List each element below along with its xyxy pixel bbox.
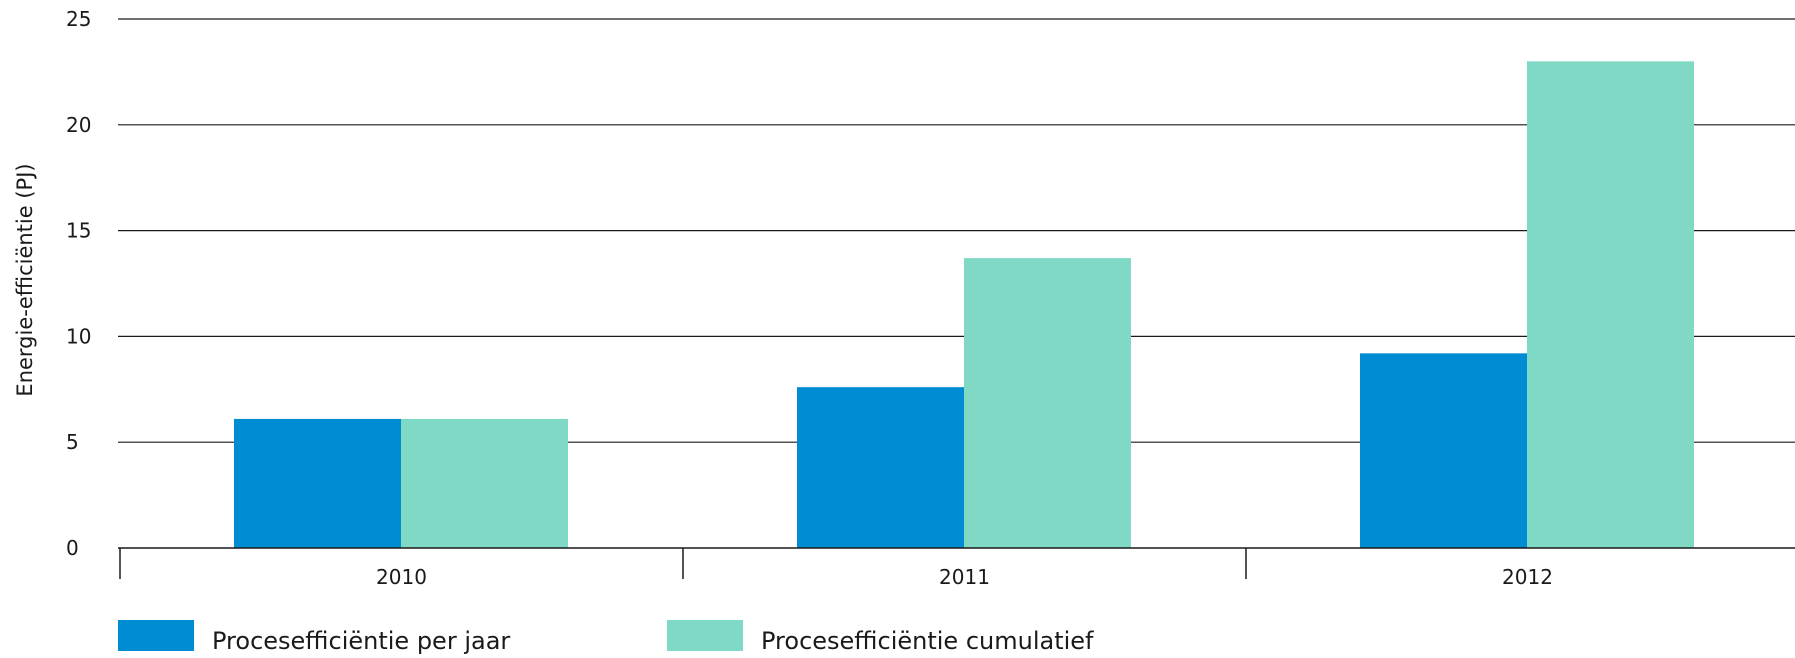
legend-label-series-1: Procesefficiëntie per jaar [212,627,510,654]
y-tick-label: 25 [66,7,91,31]
y-tick-label: 5 [66,430,79,454]
y-tick-label: 20 [66,113,91,137]
bar-2012-series-2 [1527,61,1694,548]
x-tick-label: 2012 [1502,565,1553,589]
x-axis-ticks: 2010 2011 2012 [376,565,1553,589]
bar-2011-series-2 [964,258,1131,548]
legend-label-series-2: Procesefficiëntie cumulatief [761,627,1094,654]
x-axis [118,547,1795,579]
legend-swatch-series-2 [667,620,743,651]
y-tick-label: 10 [66,324,91,348]
y-tick-label: 15 [66,219,91,243]
bar-2011-series-1 [797,387,964,548]
bar-2012-series-1 [1360,353,1527,548]
bars [234,61,1694,548]
bar-2010-series-1 [234,418,401,548]
y-axis-label: Energie-efficiëntie (PJ) [13,163,37,396]
legend-swatch-series-1 [118,620,194,651]
y-tick-label: 0 [66,536,79,560]
x-tick-label: 2010 [376,565,427,589]
bar-2010-series-2 [401,418,568,548]
legend: Procesefficiëntie per jaar Procesefficiën… [118,620,1094,655]
y-axis-ticks: 0 5 10 15 20 25 [66,7,91,560]
x-tick-label: 2011 [939,565,990,589]
